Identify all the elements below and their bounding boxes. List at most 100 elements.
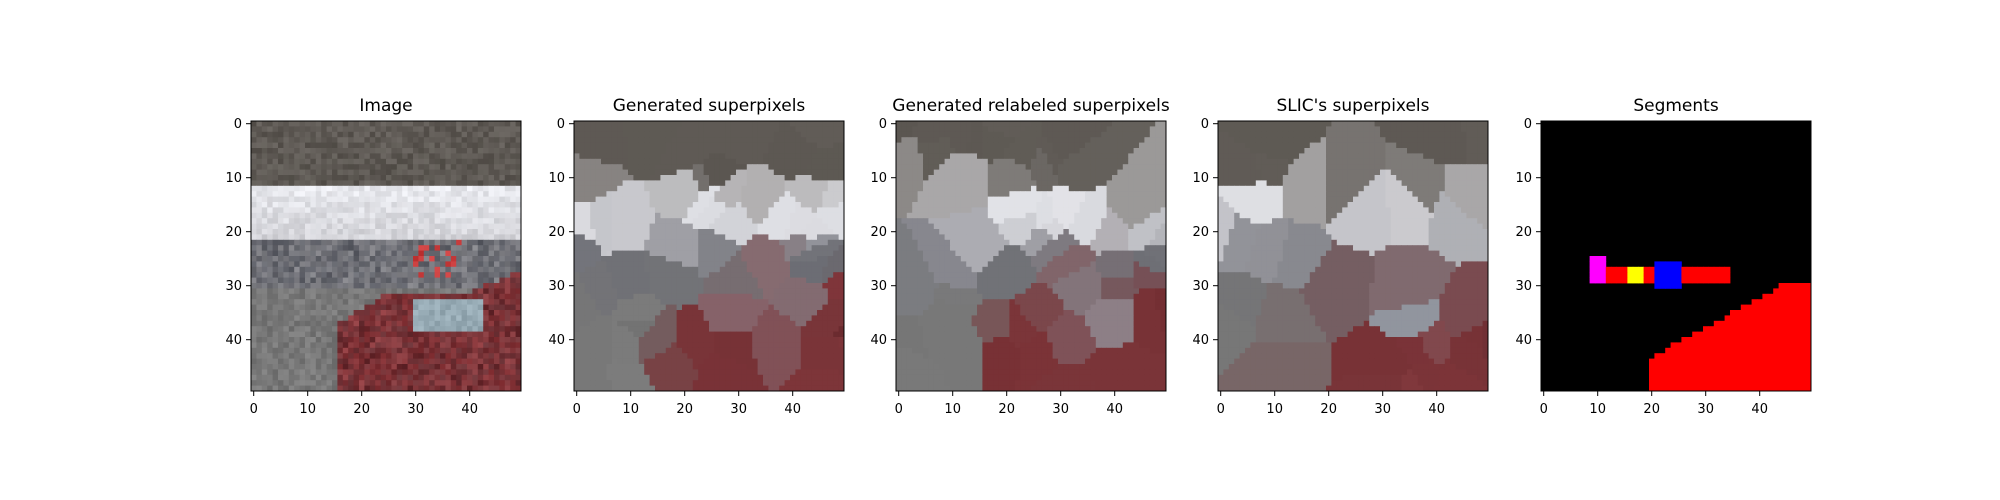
pixel-cell (283, 385, 290, 392)
pixel-cell (386, 380, 392, 386)
pixel-cell (369, 137, 376, 143)
pixel-cell (584, 229, 591, 235)
pixel-cell (703, 229, 710, 235)
pixel-cell (736, 191, 742, 197)
pixel-cell (638, 326, 645, 332)
pixel-cell (477, 288, 484, 295)
pixel-cell (773, 234, 780, 241)
pixel-cell (332, 223, 338, 230)
pixel-cell (288, 234, 295, 241)
pixel-cell (665, 180, 672, 187)
pixel-cell (294, 380, 300, 386)
pixel-cell (784, 283, 791, 289)
pixel-cell (256, 304, 263, 311)
pixel-cell (725, 185, 731, 192)
pixel-cell (763, 283, 769, 289)
pixel-cell (402, 358, 408, 365)
pixel-cell (326, 256, 333, 262)
pixel-cell (321, 337, 327, 343)
pixel-cell (375, 229, 381, 235)
pixel-cell (494, 320, 500, 327)
pixel-cell (515, 250, 522, 257)
pixel-cell (773, 207, 780, 214)
pixel-cell (375, 245, 381, 251)
pixel-cell (671, 380, 677, 386)
pixel-cell (423, 131, 430, 138)
pixel-cell (380, 310, 387, 316)
pixel-cell (628, 212, 634, 219)
pixel-cell (445, 369, 452, 376)
pixel-cell (687, 283, 694, 289)
pixel-cell (660, 299, 667, 305)
pixel-cell (779, 337, 785, 343)
pixel-cell (649, 315, 656, 322)
pixel-cell (445, 272, 452, 278)
pixel-cell (665, 175, 672, 181)
pixel-cell (418, 347, 425, 354)
pixel-cell (483, 256, 489, 262)
pixel-cell (687, 277, 694, 284)
pixel-cell (590, 245, 596, 251)
pixel-cell (294, 342, 300, 349)
pixel-cell (467, 121, 473, 127)
pixel-cell (773, 299, 780, 305)
pixel-cell (714, 277, 721, 284)
pixel-cell (515, 121, 522, 127)
pixel-cell (687, 245, 694, 251)
pixel-cell (380, 304, 387, 311)
pixel-cell (461, 196, 468, 203)
pixel-cell (752, 212, 758, 219)
pixel-cell (827, 202, 834, 208)
pixel-cell (278, 121, 284, 127)
pixel-cell (838, 272, 845, 278)
pixel-cell (622, 315, 629, 322)
pixel-cell (746, 229, 753, 235)
pixel-cell (665, 304, 672, 311)
pixel-cell (456, 148, 462, 154)
pixel-cell (348, 315, 354, 322)
pixel-cell (386, 288, 392, 295)
pixel-cell (687, 299, 694, 305)
pixel-cell (655, 158, 661, 165)
pixel-cell (294, 364, 300, 370)
pixel-cell (800, 342, 807, 349)
pixel-cell (348, 142, 354, 149)
pixel-cell (504, 180, 511, 187)
pixel-cell (649, 385, 656, 392)
pixel-cell (746, 153, 753, 160)
pixel-cell (838, 380, 845, 386)
pixel-cell (467, 380, 473, 386)
pixel-cell (321, 266, 327, 273)
pixel-cell (272, 358, 279, 365)
pixel-cell (342, 137, 349, 143)
pixel-cell (429, 347, 435, 354)
pixel-cell (671, 148, 677, 154)
pixel-cell (741, 169, 748, 176)
pixel-cell (359, 137, 365, 143)
pixel-cell (510, 320, 516, 327)
pixel-cell (380, 256, 387, 262)
pixel-cell (752, 337, 758, 343)
pixel-cell (413, 239, 419, 246)
pixel-cell (434, 272, 441, 278)
pixel-cell (676, 223, 683, 230)
pixel-cell (584, 283, 591, 289)
pixel-cell (418, 293, 425, 300)
pixel-cell (736, 310, 742, 316)
pixel-cell (450, 358, 457, 365)
pixel-cell (741, 374, 748, 381)
pixel-cell (725, 310, 731, 316)
pixel-cell (450, 158, 457, 165)
pixel-cell (456, 331, 462, 338)
pixel-cell (261, 191, 268, 197)
pixel-cell (574, 385, 580, 392)
pixel-cell (752, 342, 758, 349)
pixel-cell (504, 315, 511, 322)
pixel-cell (800, 315, 807, 322)
pixel-cell (418, 331, 425, 338)
pixel-cell (472, 272, 479, 278)
pixel-cell (768, 369, 775, 376)
pixel-cell (305, 126, 311, 133)
pixel-cell (510, 326, 516, 332)
pixel-cell (391, 299, 398, 305)
